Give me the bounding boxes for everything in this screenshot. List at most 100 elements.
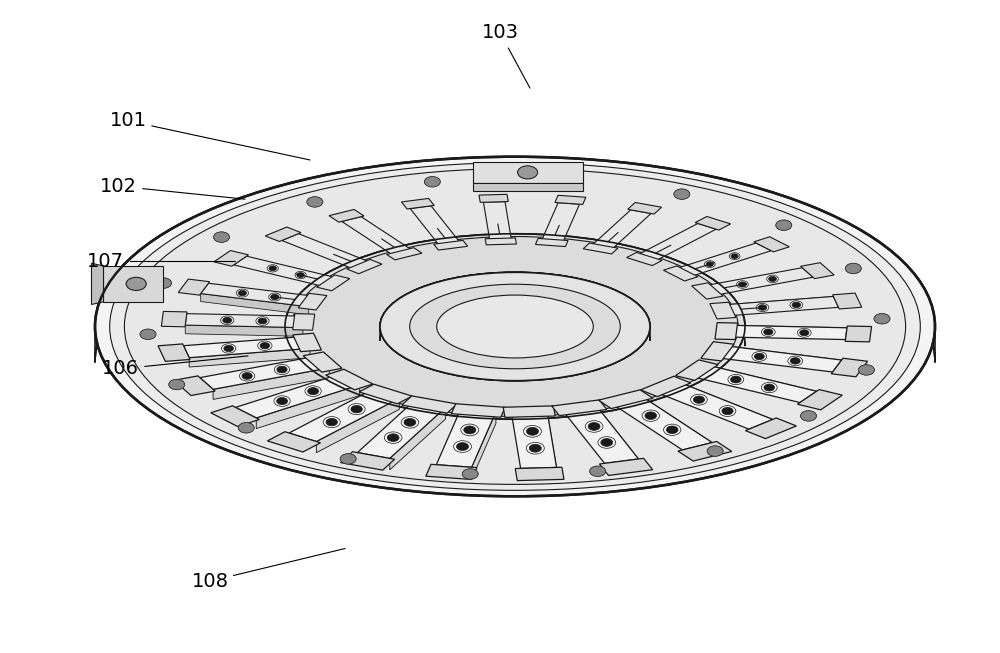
Polygon shape <box>675 360 718 381</box>
Polygon shape <box>599 458 653 475</box>
Circle shape <box>351 406 362 413</box>
Circle shape <box>238 291 246 296</box>
Polygon shape <box>611 396 712 450</box>
Text: 102: 102 <box>100 176 136 196</box>
Polygon shape <box>380 272 650 341</box>
Circle shape <box>462 469 478 479</box>
Circle shape <box>387 434 399 441</box>
Polygon shape <box>387 247 422 260</box>
Polygon shape <box>479 195 508 202</box>
Polygon shape <box>845 326 872 342</box>
Polygon shape <box>831 358 868 377</box>
Polygon shape <box>641 376 691 396</box>
Circle shape <box>731 254 738 259</box>
Circle shape <box>326 419 337 426</box>
Circle shape <box>340 454 356 464</box>
Circle shape <box>238 422 254 433</box>
Polygon shape <box>627 253 662 266</box>
Circle shape <box>764 384 775 391</box>
Ellipse shape <box>124 168 906 485</box>
Polygon shape <box>705 364 817 402</box>
Polygon shape <box>451 404 505 417</box>
Circle shape <box>214 232 230 242</box>
Circle shape <box>223 317 232 323</box>
Circle shape <box>769 276 776 281</box>
Circle shape <box>260 343 270 349</box>
Polygon shape <box>673 243 771 278</box>
Ellipse shape <box>95 157 935 496</box>
Polygon shape <box>695 217 731 230</box>
Circle shape <box>739 282 746 287</box>
Polygon shape <box>720 296 838 316</box>
Circle shape <box>754 353 764 360</box>
Ellipse shape <box>380 272 650 381</box>
Ellipse shape <box>380 272 650 381</box>
Polygon shape <box>293 333 321 351</box>
Circle shape <box>858 365 874 375</box>
Polygon shape <box>341 452 395 470</box>
Polygon shape <box>303 352 342 372</box>
Polygon shape <box>745 418 796 439</box>
Polygon shape <box>410 206 461 247</box>
Circle shape <box>800 330 809 336</box>
Ellipse shape <box>110 163 920 490</box>
Circle shape <box>277 366 287 373</box>
Polygon shape <box>185 325 303 336</box>
Polygon shape <box>200 356 329 389</box>
Polygon shape <box>201 294 309 315</box>
Ellipse shape <box>437 295 593 358</box>
Circle shape <box>308 388 319 394</box>
Polygon shape <box>282 234 373 270</box>
Polygon shape <box>347 259 382 274</box>
Circle shape <box>666 426 678 434</box>
Circle shape <box>590 466 606 477</box>
Circle shape <box>526 428 538 436</box>
Polygon shape <box>359 384 412 404</box>
Polygon shape <box>265 227 301 242</box>
Circle shape <box>800 411 816 421</box>
Polygon shape <box>201 283 316 307</box>
Polygon shape <box>298 293 327 310</box>
Ellipse shape <box>285 234 745 419</box>
Circle shape <box>242 373 252 379</box>
Polygon shape <box>234 256 340 287</box>
Polygon shape <box>178 279 210 295</box>
Circle shape <box>552 174 568 184</box>
Polygon shape <box>663 266 698 281</box>
Circle shape <box>674 189 690 199</box>
Polygon shape <box>503 406 555 417</box>
Polygon shape <box>515 468 564 481</box>
Polygon shape <box>267 432 320 452</box>
Text: 103: 103 <box>482 23 518 42</box>
Polygon shape <box>727 325 847 337</box>
Polygon shape <box>541 202 580 244</box>
Text: 101: 101 <box>110 111 146 131</box>
Polygon shape <box>357 402 446 458</box>
Circle shape <box>169 379 185 390</box>
Polygon shape <box>726 325 847 340</box>
Polygon shape <box>710 302 736 319</box>
Polygon shape <box>103 266 163 302</box>
Polygon shape <box>236 374 360 418</box>
Circle shape <box>457 443 468 451</box>
Polygon shape <box>161 311 187 326</box>
Circle shape <box>518 166 538 179</box>
Circle shape <box>424 176 440 187</box>
Polygon shape <box>483 202 512 242</box>
Circle shape <box>529 444 541 452</box>
Circle shape <box>601 439 613 447</box>
Polygon shape <box>426 464 477 479</box>
Circle shape <box>297 272 304 278</box>
Polygon shape <box>715 323 738 340</box>
Polygon shape <box>402 396 457 413</box>
Circle shape <box>269 266 276 271</box>
Polygon shape <box>720 296 833 313</box>
Polygon shape <box>189 349 310 367</box>
Polygon shape <box>701 342 734 361</box>
Circle shape <box>156 278 172 288</box>
Ellipse shape <box>437 295 593 358</box>
Polygon shape <box>213 368 329 400</box>
Polygon shape <box>211 406 259 426</box>
Polygon shape <box>184 336 310 358</box>
Polygon shape <box>596 406 639 471</box>
